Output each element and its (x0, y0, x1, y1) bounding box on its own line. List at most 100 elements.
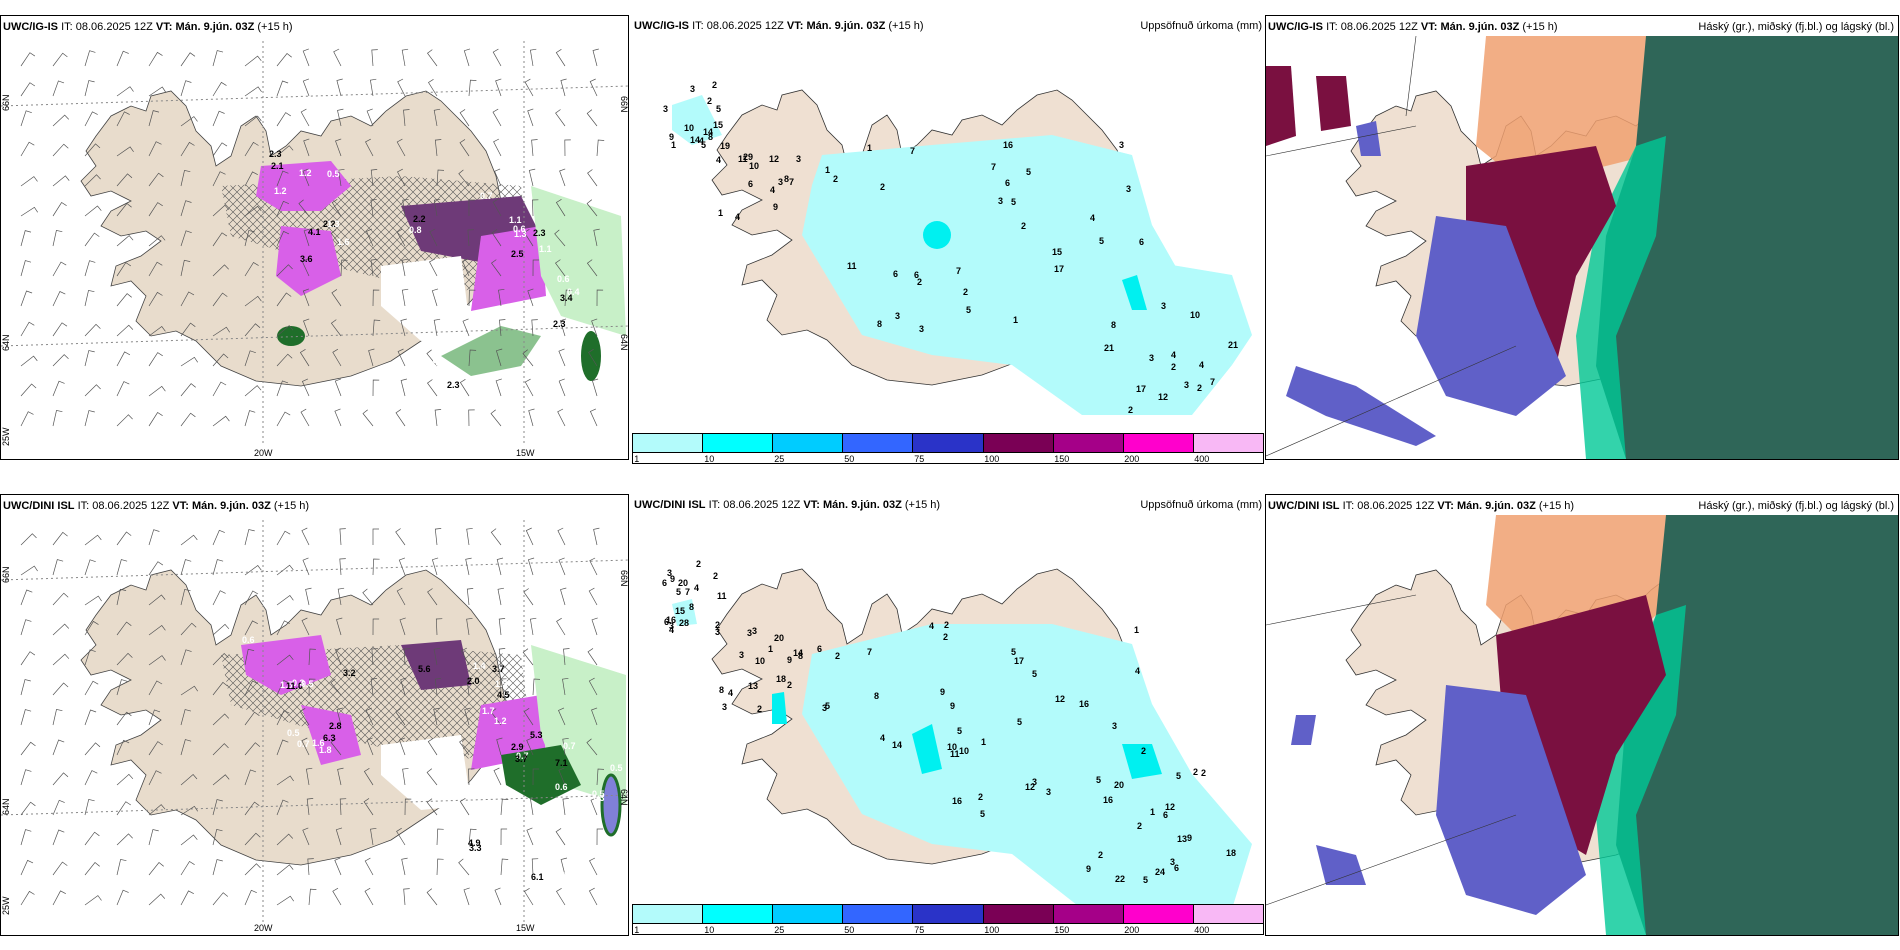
value-label: 9 (773, 202, 778, 212)
value-label: 20 (678, 578, 688, 588)
value-label: 0.7 (297, 739, 310, 749)
value-label: 10 (947, 742, 957, 752)
value-label: 2 (917, 277, 922, 287)
wind-barb-icon (84, 174, 101, 187)
wind-barb-icon (527, 288, 534, 307)
wind-barb-icon (84, 80, 95, 97)
wind-barb-icon (180, 649, 192, 666)
wind-barb-icon (337, 108, 344, 127)
wind-barb-icon (362, 588, 374, 606)
value-label: 3.3 (469, 843, 482, 853)
value-label: 3 (778, 177, 783, 187)
wind-barb-icon (395, 409, 406, 427)
wind-barb-icon (276, 53, 292, 67)
wind-barb-icon (366, 737, 374, 756)
wind-barb-icon (180, 622, 197, 636)
value-label: 11 (950, 749, 960, 759)
wind-barb-icon (212, 232, 228, 247)
wind-barb-icon (276, 145, 294, 157)
value-label: 0.7 (480, 191, 493, 201)
wind-barb-icon (564, 289, 573, 307)
value-label: 7 (991, 162, 996, 172)
wind-barb-icon (52, 772, 69, 786)
wind-barb-icon (588, 587, 598, 606)
wind-barb-icon (497, 587, 504, 606)
value-label: 4 (1090, 213, 1095, 223)
wind-barb-icon (52, 559, 64, 576)
value-label: 0.8 (409, 225, 422, 235)
wind-barb-icon (148, 893, 166, 906)
wind-barb-icon (116, 351, 131, 367)
wind-barb-icon (589, 557, 598, 576)
value-label: 6 (1139, 237, 1144, 247)
wind-barb-icon (364, 857, 374, 876)
wind-barb-icon (180, 141, 195, 157)
value-label: 5 (1011, 197, 1016, 207)
wind-barb-icon (212, 892, 229, 906)
value-label: 6 (662, 578, 667, 588)
wind-barbs (20, 48, 605, 427)
wind-barb-icon (522, 648, 534, 666)
wind-barb-icon (366, 108, 374, 127)
value-label: 3 (998, 196, 1003, 206)
wind-barb-icon (560, 587, 567, 606)
wind-barb-icon (52, 682, 69, 696)
wind-barb-icon (298, 199, 310, 217)
value-label: 1.3 (495, 679, 508, 689)
wind-barb-icon (52, 114, 70, 127)
value-label: 5 (701, 140, 706, 150)
wind-barb-icon (336, 78, 343, 97)
wind-barb-icon (427, 588, 438, 606)
wind-barb-icon (148, 680, 163, 696)
wind-barb-icon (116, 559, 128, 576)
wind-barb-icon (490, 528, 502, 546)
cloud-mid (1316, 845, 1366, 885)
wind-barb-icon (148, 529, 160, 546)
colorbar-label: 400 (1194, 454, 1210, 464)
value-label: 2 (1201, 768, 1206, 778)
value-label: 9 (670, 574, 675, 584)
value-label: 2 (707, 96, 712, 106)
wind-barb-icon (276, 200, 290, 217)
value-label: 5 (966, 305, 971, 315)
wind-barb-icon (180, 291, 195, 307)
wind-barb-icon (180, 861, 195, 876)
wind-barb-icon (20, 619, 32, 636)
precip-area-green (441, 326, 541, 376)
cloud-mid (1291, 715, 1316, 745)
wind-barb-icon (148, 326, 166, 337)
wind-barb-icon (244, 565, 262, 576)
value-label: 13 (1177, 834, 1187, 844)
wind-barb-icon (20, 801, 36, 816)
value-label: 2.2 (413, 214, 426, 224)
wind-barb-icon (244, 590, 259, 606)
value-label: 2 (1098, 850, 1103, 860)
panel-title: UWC/DINI ISL IT: 08.06.2025 12Z VT: Mán.… (3, 500, 310, 512)
value-label: 5 (825, 701, 830, 711)
wind-barb-icon (52, 592, 69, 606)
value-label: 4 (735, 212, 740, 222)
value-label: 3 (895, 311, 900, 321)
value-label: 16 (1003, 140, 1013, 150)
value-label: 5.3 (530, 730, 543, 740)
wind-barb-icon (276, 112, 291, 127)
value-label: 8 (1111, 320, 1116, 330)
wind-barb-icon (116, 203, 132, 217)
wind-barb-icon (496, 737, 503, 756)
wind-barb-icon (84, 649, 96, 666)
axis-label-lat64: 64N (1, 334, 11, 351)
field-title: Háský (gr.), miðský (fj.bl.) og lágský (… (1698, 500, 1894, 512)
wind-barb-icon (116, 833, 133, 846)
value-label: 14 (703, 127, 713, 137)
axis-label-lat66: 66N (1, 94, 11, 111)
axis-label-lon20: 20W (254, 923, 273, 933)
no-precip-area (381, 735, 471, 810)
wind-barb-icon (591, 378, 599, 397)
cloud-map (1266, 515, 1898, 935)
wind-barb-icon (339, 558, 346, 576)
wind-panel-bottom: UWC/DINI ISL IT: 08.06.2025 12Z VT: Mán.… (0, 494, 629, 936)
value-label: 15 (675, 606, 685, 616)
wind-barb-icon (212, 204, 230, 217)
cloud-panel-top: UWC/IG-IS IT: 08.06.2025 12Z VT: Mán. 9.… (1265, 15, 1899, 460)
precip-area-light (672, 599, 697, 626)
